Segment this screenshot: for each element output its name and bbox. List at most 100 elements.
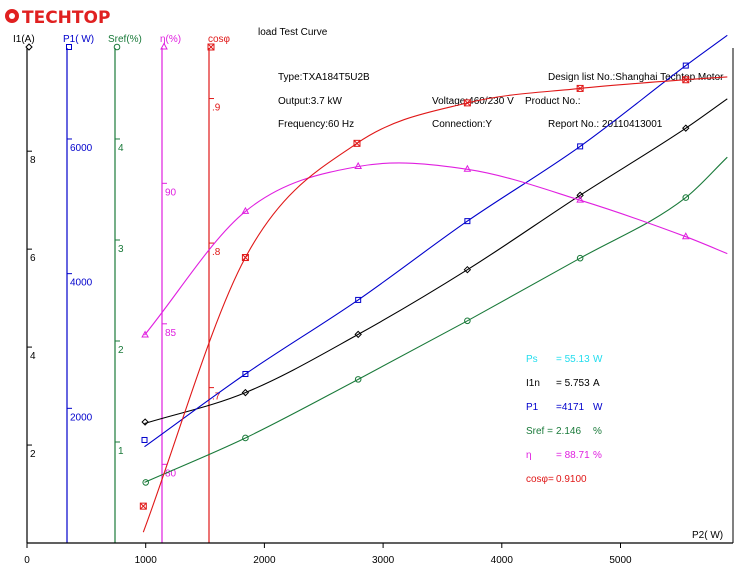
info-frequency: Frequency:60 Hz — [278, 119, 354, 130]
info-type: Type:TXA184T5U2B — [278, 72, 370, 83]
axis-tick-label-i1: 4 — [30, 351, 36, 362]
axis-label-i1: I1(A) — [13, 34, 35, 45]
series-sref — [142, 156, 728, 486]
axis-p1: P1( W) 2000 4000 6000 — [63, 34, 94, 543]
axis-eta: η(%) 80 85 90 — [160, 34, 181, 543]
result-value: 0.9100 — [556, 474, 587, 485]
curve-sref — [144, 156, 728, 483]
info-output: Output:3.7 kW — [278, 96, 342, 107]
axis-marker-eta — [160, 42, 168, 50]
result-value: = 55.13 — [556, 354, 590, 365]
series-i1 — [141, 98, 728, 426]
point-p1 — [577, 143, 584, 150]
axis-tick-label-eta: 80 — [165, 468, 177, 479]
axis-marker-sref — [113, 43, 121, 51]
axis-marker-cos — [207, 43, 215, 51]
axis-tick-label-sref: 1 — [118, 446, 124, 457]
point-cos — [139, 502, 147, 510]
axis-label-p1: P1( W) — [63, 34, 94, 45]
point-eta — [576, 195, 584, 203]
point-sref — [464, 317, 471, 325]
result-label: cosφ= — [526, 474, 554, 485]
x-tick-label: 1000 — [135, 555, 158, 566]
series-eta — [141, 161, 728, 338]
result-row: Ps = 55.13 W — [526, 354, 603, 365]
x-axis-label: P2( W) — [692, 530, 723, 541]
point-p1 — [141, 436, 148, 443]
chart-title: load Test Curve — [258, 27, 328, 38]
axis-tick-label-sref: 3 — [118, 244, 124, 255]
point-sref — [682, 194, 690, 201]
info-report: Report No.: 20110413001 — [548, 119, 663, 130]
info-design-list: Design list No.:Shanghai Techtop Motor — [548, 72, 724, 83]
axis-label-sref: Sref(%) — [108, 34, 142, 45]
point-sref — [354, 376, 362, 383]
point-i1 — [463, 265, 472, 274]
result-unit: A — [593, 378, 600, 389]
info-product: Product No.: — [525, 96, 581, 107]
point-cos — [576, 84, 584, 92]
point-cos — [463, 99, 471, 107]
axis-tick-label-sref: 2 — [118, 345, 124, 356]
axis-tick-label-i1: 8 — [30, 155, 36, 166]
axis-tick-label-cos: .7 — [212, 392, 221, 403]
result-row: P1 =4171 W — [526, 402, 603, 413]
result-value: = 88.71 — [556, 450, 590, 461]
result-row: I1n = 5.753 A — [526, 378, 600, 389]
point-sref — [142, 479, 149, 486]
axis-tick-label-eta: 90 — [165, 187, 177, 198]
axis-tick-label-p1: 4000 — [70, 278, 93, 289]
point-eta — [241, 206, 250, 214]
rated-results: Ps = 55.13 W I1n = 5.753 A P1 =4171 W Sref = 2.146… — [526, 354, 603, 485]
point-p1 — [682, 62, 689, 69]
x-tick-label: 3000 — [372, 555, 395, 566]
axis-label-cos: cosφ — [208, 34, 231, 45]
point-sref — [576, 254, 584, 262]
x-tick-label: 5000 — [609, 555, 632, 566]
point-i1 — [354, 330, 362, 339]
point-cos — [353, 139, 361, 147]
axis-tick-label-cos: .9 — [212, 103, 221, 114]
axis-tick-label-p1: 6000 — [70, 143, 93, 154]
result-row: η = 88.71% — [526, 450, 602, 461]
axis-tick-label-eta: 85 — [165, 328, 177, 339]
point-eta — [354, 161, 363, 169]
point-i1 — [682, 124, 690, 132]
axis-label-eta: η(%) — [160, 34, 181, 45]
axis-marker-p1 — [66, 44, 72, 50]
curve-cos — [142, 76, 728, 533]
result-row: cosφ= 0.9100 — [526, 474, 587, 485]
axis-sref: Sref(%) 1 2 3 4 — [108, 34, 142, 543]
axis-marker-i1 — [25, 43, 33, 51]
point-cos — [241, 254, 249, 262]
result-unit: W — [593, 402, 603, 413]
result-label: P1 — [526, 402, 539, 413]
point-p1 — [355, 296, 362, 303]
result-value: = 5.753 — [556, 378, 590, 389]
result-value: 2.146 — [556, 426, 581, 437]
axis-cos: cosφ .7 .8 .9 — [207, 34, 231, 543]
point-eta — [681, 232, 690, 240]
result-label: I1n — [526, 378, 540, 389]
axis-tick-label-sref: 4 — [118, 143, 124, 154]
point-p1 — [464, 218, 471, 225]
point-i1 — [576, 191, 584, 199]
result-unit: % — [593, 450, 602, 461]
nameplate-info: Type:TXA184T5U2B Output:3.7 kW Frequency… — [278, 72, 724, 130]
result-label: Ps — [526, 354, 538, 365]
info-connection: Connection:Y — [432, 119, 492, 130]
point-sref — [242, 434, 249, 442]
point-i1 — [241, 388, 250, 397]
result-label: Sref = — [526, 426, 553, 437]
axis-tick-label-cos: .8 — [212, 247, 221, 258]
result-row: Sref = 2.146% — [526, 426, 602, 437]
x-tick-label: 0 — [24, 555, 30, 566]
curve-eta — [144, 162, 728, 336]
point-eta — [463, 164, 472, 172]
x-tick-label: 4000 — [491, 555, 514, 566]
logo-text: TECHTOP — [22, 8, 110, 28]
result-label: η — [526, 450, 532, 461]
axis-tick-label-i1: 2 — [30, 449, 36, 460]
point-cos — [682, 76, 690, 84]
